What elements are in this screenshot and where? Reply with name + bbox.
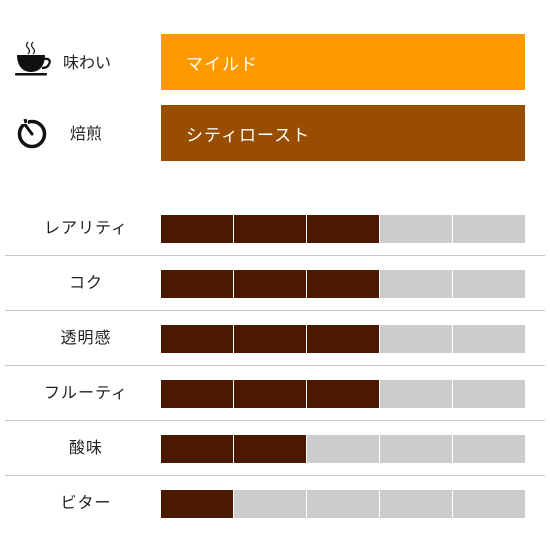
rating-segment-filled: [161, 435, 233, 463]
rating-segment-empty: [380, 270, 452, 298]
taste-value: マイルド: [186, 54, 258, 75]
rating-segment-filled: [161, 325, 233, 353]
rating-segment-filled: [161, 490, 233, 518]
rating-label: コク: [68, 273, 103, 292]
rating-row: レアリティ: [0, 201, 550, 256]
row-divider: [5, 365, 545, 366]
rating-segment-empty: [380, 380, 452, 408]
rating-segment-filled: [161, 380, 233, 408]
rating-row: ビター: [0, 476, 550, 531]
rating-segment-filled: [234, 325, 306, 353]
rating-row: フルーティ: [0, 366, 550, 421]
rating-row: 酸味: [0, 421, 550, 476]
row-divider: [5, 255, 545, 256]
rating-bar: [161, 215, 525, 243]
roast-label: 焙煎: [70, 124, 103, 143]
rating-bar: [161, 270, 525, 298]
rating-segment-filled: [307, 270, 379, 298]
rating-segment-empty: [307, 435, 379, 463]
roast-row: 焙煎 シティロースト: [0, 105, 550, 161]
row-divider: [5, 310, 545, 311]
rating-bar: [161, 490, 525, 518]
rating-segment-empty: [307, 490, 379, 518]
rating-row: コク: [0, 256, 550, 311]
rating-segment-empty: [453, 270, 525, 298]
rating-label: ビター: [60, 493, 112, 512]
rating-bar: [161, 325, 525, 353]
rating-label: フルーティ: [43, 383, 129, 402]
rating-segment-empty: [380, 435, 452, 463]
rating-segment-filled: [307, 215, 379, 243]
rating-segment-empty: [453, 215, 525, 243]
taste-label: 味わい: [63, 53, 112, 72]
rating-segment-empty: [453, 435, 525, 463]
rating-segment-filled: [161, 215, 233, 243]
rating-segment-filled: [234, 435, 306, 463]
roast-value: シティロースト: [186, 125, 311, 146]
rating-segment-empty: [453, 325, 525, 353]
stopwatch-icon: [13, 114, 53, 154]
roast-value-box: シティロースト: [161, 105, 525, 161]
row-divider: [5, 475, 545, 476]
rating-segment-filled: [307, 325, 379, 353]
coffee-cup-icon: [14, 40, 54, 80]
rating-segment-filled: [307, 380, 379, 408]
rating-segment-empty: [453, 380, 525, 408]
rating-segment-empty: [380, 325, 452, 353]
rating-segment-filled: [161, 270, 233, 298]
rating-segment-filled: [234, 215, 306, 243]
rating-label: 酸味: [68, 438, 103, 457]
rating-bar: [161, 435, 525, 463]
taste-value-box: マイルド: [161, 34, 525, 90]
rating-bar: [161, 380, 525, 408]
taste-row: 味わい マイルド: [0, 34, 550, 90]
rating-row: 透明感: [0, 311, 550, 366]
row-divider: [5, 420, 545, 421]
rating-segment-empty: [380, 215, 452, 243]
rating-label: レアリティ: [43, 218, 129, 237]
rating-label: 透明感: [60, 328, 112, 347]
rating-segment-filled: [234, 270, 306, 298]
rating-segment-empty: [234, 490, 306, 518]
rating-segment-empty: [380, 490, 452, 518]
rating-segment-empty: [453, 490, 525, 518]
rating-segment-filled: [234, 380, 306, 408]
